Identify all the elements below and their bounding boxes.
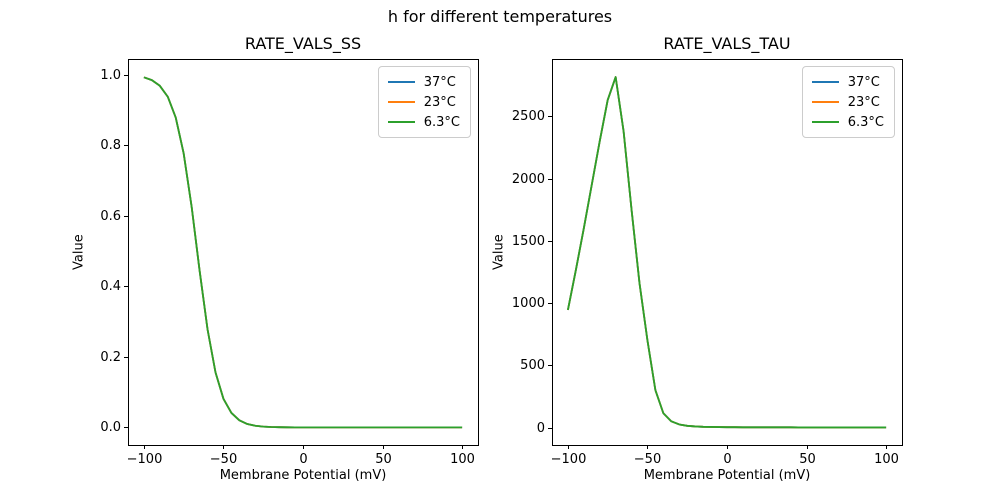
axes-1	[548, 59, 903, 449]
y-tick-label: 2000	[511, 171, 545, 187]
legend-item: 6.3°C	[811, 112, 884, 132]
x-tick-label: 100	[450, 452, 475, 467]
legend-label: 37°C	[847, 74, 880, 90]
legend-item: 37°C	[387, 72, 460, 92]
axes-0	[124, 59, 479, 449]
subplot-title-rate-vals-tau: RATE_VALS_TAU	[663, 34, 791, 53]
legend-ss: 37°C 23°C 6.3°C	[377, 66, 471, 138]
x-tick-label: 0	[299, 452, 308, 467]
legend-line-sample	[387, 101, 415, 103]
y-tick-label: 0.8	[100, 137, 121, 153]
y-tick-label: 0.2	[100, 349, 121, 365]
legend-label: 37°C	[423, 74, 456, 90]
legend-line-sample	[811, 81, 839, 83]
x-tick-label: −100	[126, 452, 163, 467]
legend-line-sample	[811, 121, 839, 123]
legend-line-sample	[387, 121, 415, 123]
legend-item: 6.3°C	[387, 112, 460, 132]
x-tick-label: −100	[550, 452, 587, 467]
series-line-2	[143, 76, 463, 429]
legend-line-sample	[811, 101, 839, 103]
x-tick-label: 50	[375, 452, 392, 467]
legend-label: 6.3°C	[847, 114, 884, 130]
series-line-2	[567, 76, 887, 429]
legend-label: 23°C	[423, 94, 456, 110]
y-tick-label: 2500	[511, 108, 545, 124]
y-tick-label: 1.0	[100, 67, 121, 83]
y-tick-label: 0.0	[100, 419, 121, 435]
x-tick-label: −50	[633, 452, 662, 467]
y-tick-label: 500	[520, 357, 545, 373]
y-axis-label-ss: Value	[71, 234, 87, 270]
legend-item: 23°C	[811, 92, 884, 112]
legend-item: 37°C	[811, 72, 884, 92]
y-tick-label: 1000	[511, 295, 545, 311]
subplot-title-rate-vals-ss: RATE_VALS_SS	[244, 34, 362, 53]
legend-line-sample	[387, 81, 415, 83]
axes-spines	[552, 59, 903, 446]
y-tick-label: 0.4	[100, 278, 121, 294]
x-tick-label: 100	[874, 452, 899, 467]
y-tick-label: 1500	[511, 233, 545, 249]
axes-spines	[128, 59, 479, 446]
x-tick-label: 50	[799, 452, 816, 467]
x-tick-label: −50	[209, 452, 238, 467]
y-tick-label: 0.6	[100, 208, 121, 224]
legend-label: 6.3°C	[423, 114, 460, 130]
x-axis-label-tau: Membrane Potential (mV)	[643, 468, 811, 483]
legend-item: 23°C	[387, 92, 460, 112]
legend-label: 23°C	[847, 94, 880, 110]
y-tick-label: 0	[536, 420, 545, 436]
legend-tau: 37°C 23°C 6.3°C	[801, 66, 895, 138]
x-axis-label-ss: Membrane Potential (mV)	[219, 468, 387, 483]
figure-title: h for different temperatures	[387, 7, 613, 26]
x-tick-label: 0	[723, 452, 732, 467]
